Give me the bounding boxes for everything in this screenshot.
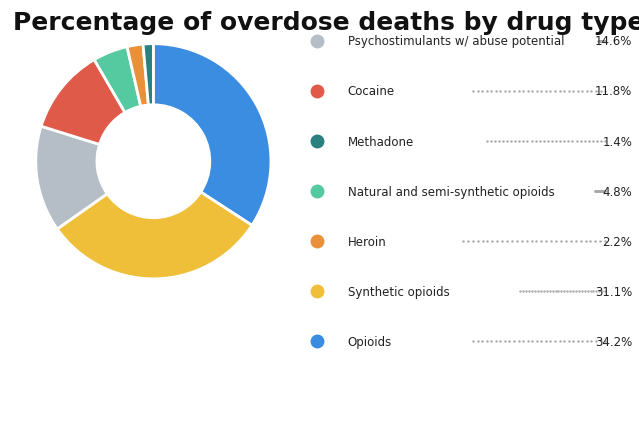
Text: Ⓠ QuoteWizard®: Ⓠ QuoteWizard® (511, 398, 620, 411)
Wedge shape (36, 127, 107, 230)
Wedge shape (58, 193, 252, 279)
Text: 1.4%: 1.4% (603, 135, 632, 148)
Text: Opioids: Opioids (348, 335, 392, 348)
Text: Methadone: Methadone (348, 135, 414, 148)
Wedge shape (153, 45, 271, 226)
Text: 4.8%: 4.8% (603, 185, 632, 198)
Text: 31.1%: 31.1% (595, 285, 632, 298)
Text: 34.2%: 34.2% (595, 335, 632, 348)
Text: Natural and semi-synthetic opioids: Natural and semi-synthetic opioids (348, 185, 555, 198)
Text: 2.2%: 2.2% (603, 235, 632, 248)
Wedge shape (143, 45, 153, 106)
Text: Psychostimulants w/ abuse potential: Psychostimulants w/ abuse potential (348, 35, 564, 48)
Wedge shape (94, 48, 141, 113)
Text: 14.6%: 14.6% (595, 35, 632, 48)
Wedge shape (41, 60, 125, 145)
Text: 11.8%: 11.8% (595, 85, 632, 98)
Text: Cocaine: Cocaine (348, 85, 395, 98)
Wedge shape (127, 45, 148, 107)
Text: Heroin: Heroin (348, 235, 387, 248)
Text: Synthetic opioids: Synthetic opioids (348, 285, 449, 298)
Text: Percentage of overdose deaths by drug type: Percentage of overdose deaths by drug ty… (13, 11, 639, 35)
